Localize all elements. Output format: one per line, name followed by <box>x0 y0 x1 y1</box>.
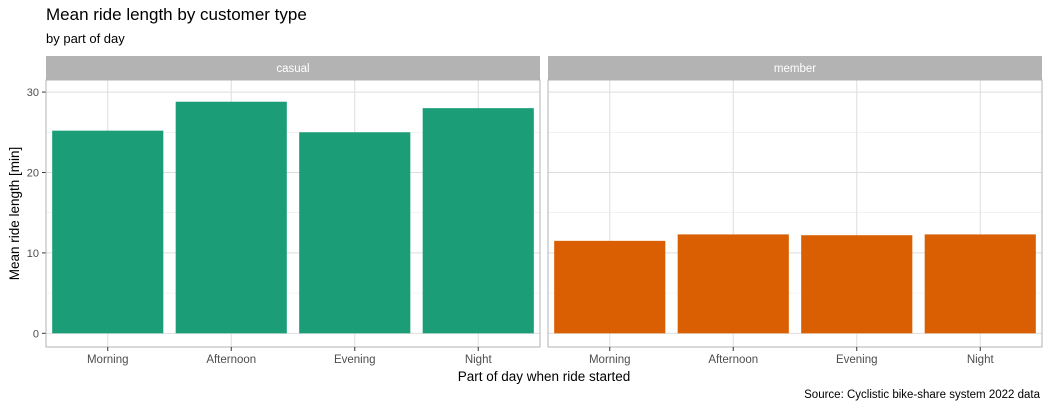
facet-strip <box>46 56 540 80</box>
x-tick-label: Evening <box>334 354 376 366</box>
facet-strip-label: member <box>774 63 816 75</box>
bar-member-afternoon <box>677 234 789 334</box>
facet-strip-label: casual <box>276 63 309 75</box>
chart-title: Mean ride length by customer type <box>46 5 307 24</box>
x-axis-label: Part of day when ride started <box>457 369 631 384</box>
x-tick-label: Afternoon <box>708 354 758 366</box>
y-tick-label: 20 <box>27 167 39 179</box>
chart-caption: Source: Cyclistic bike-share system 2022… <box>804 389 1040 401</box>
x-tick-label: Evening <box>836 354 878 366</box>
y-tick-label: 0 <box>33 328 39 340</box>
x-tick-label: Morning <box>589 354 631 366</box>
panel-border <box>547 79 1043 348</box>
y-tick-label: 30 <box>27 87 39 99</box>
panel-border <box>45 79 541 348</box>
bar-casual-night <box>422 108 534 334</box>
facet-strip <box>548 56 1042 80</box>
x-tick-label: Afternoon <box>206 354 256 366</box>
chart-subtitle: by part of day <box>46 31 125 46</box>
bar-casual-afternoon <box>175 101 287 334</box>
bar-member-morning <box>554 240 666 334</box>
facet-panel-member: member Morning Afternoon Evening Night <box>547 56 1043 366</box>
x-tick-label: Night <box>967 354 995 366</box>
y-tick-label: 10 <box>27 248 39 260</box>
y-axis-label: Mean ride length [min] <box>7 147 22 281</box>
facet-panel-casual: casual Morning Afternoon Evening Night <box>45 56 541 366</box>
x-tick-label: Night <box>465 354 493 366</box>
bar-casual-evening <box>299 132 411 334</box>
bar-casual-morning <box>52 130 164 334</box>
x-tick-label: Morning <box>87 354 129 366</box>
bar-member-evening <box>801 235 913 334</box>
bar-member-night <box>924 234 1036 334</box>
